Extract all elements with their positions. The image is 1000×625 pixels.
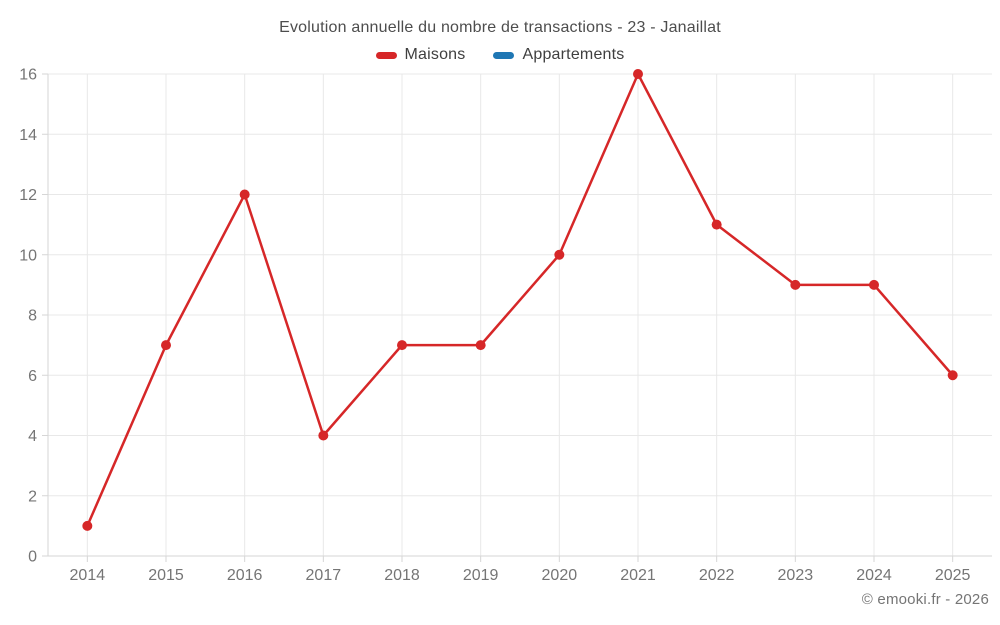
y-axis-label: 4: [28, 428, 37, 445]
x-axis-label: 2023: [778, 567, 814, 584]
x-axis-label: 2021: [620, 567, 656, 584]
x-axis-label: 2022: [699, 567, 735, 584]
watermark-credit: © emooki.fr - 2026: [861, 591, 989, 608]
x-axis-label: 2018: [384, 567, 420, 584]
x-axis-label: 2025: [935, 567, 971, 584]
y-axis-label: 10: [19, 247, 37, 264]
y-axis-label: 14: [19, 127, 37, 144]
y-axis-label: 0: [28, 549, 37, 566]
legend: Maisons Appartements: [0, 46, 1000, 64]
y-axis-label: 6: [28, 368, 37, 385]
y-axis-label: 12: [19, 187, 37, 204]
x-axis-label: 2019: [463, 567, 499, 584]
x-axis-label: 2020: [542, 567, 578, 584]
data-point-maisons-2014[interactable]: [82, 520, 93, 531]
data-point-maisons-2024[interactable]: [869, 279, 879, 290]
chart-title: Evolution annuelle du nombre de transact…: [279, 19, 721, 36]
data-point-maisons-2015[interactable]: [161, 340, 171, 351]
legend-item-maisons[interactable]: Maisons: [375, 46, 466, 64]
data-point-maisons-2025[interactable]: [947, 370, 958, 381]
data-point-maisons-2017[interactable]: [318, 430, 329, 441]
data-point-maisons-2023[interactable]: [790, 279, 801, 290]
legend-label-maisons: Maisons: [404, 46, 466, 63]
data-point-maisons-2020[interactable]: [554, 249, 565, 260]
y-axis-label: 16: [19, 67, 37, 84]
appartements-series-swatch-icon: [493, 51, 515, 59]
y-axis-label: 2: [28, 488, 37, 505]
x-axis-label: 2014: [70, 567, 106, 584]
y-axis-label: 8: [28, 308, 37, 325]
data-point-maisons-2021[interactable]: [633, 69, 643, 79]
x-axis-label: 2017: [306, 567, 342, 584]
data-point-maisons-2018[interactable]: [397, 340, 407, 351]
data-point-maisons-2019[interactable]: [475, 340, 486, 351]
data-point-maisons-2022[interactable]: [711, 219, 722, 230]
data-point-maisons-2016[interactable]: [239, 189, 250, 200]
x-axis-label: 2016: [227, 567, 263, 584]
maisons-series-swatch-icon: [375, 51, 397, 59]
x-axis-label: 2015: [148, 567, 184, 584]
legend-item-appartements[interactable]: Appartements: [493, 46, 624, 64]
x-axis-label: 2024: [856, 567, 892, 584]
legend-label-appartements: Appartements: [522, 46, 625, 63]
series-line-maisons: [86, 72, 954, 528]
